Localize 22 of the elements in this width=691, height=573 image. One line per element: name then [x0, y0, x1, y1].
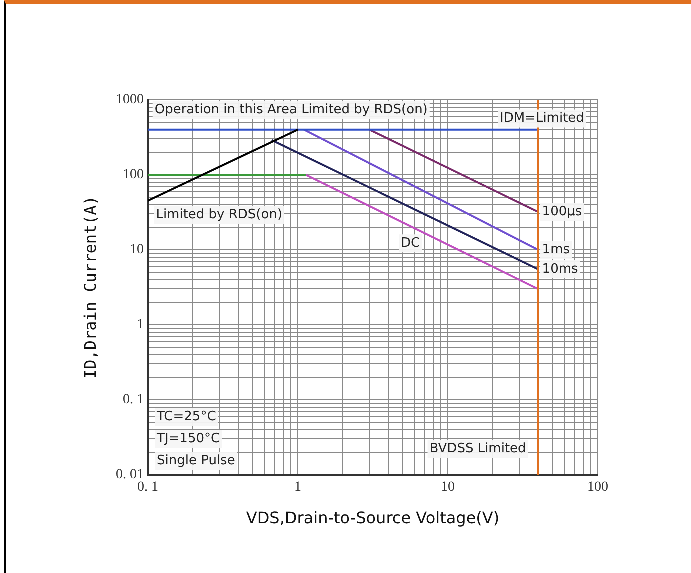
y-tick-label: 10 [130, 242, 144, 258]
annotation: Limited by RDS(on) [156, 208, 283, 222]
annotation: DC [401, 236, 420, 251]
series-label: 1ms [542, 242, 570, 258]
y-tick-label: 1000 [116, 92, 144, 108]
y-tick-label: 0. 1 [123, 392, 144, 408]
annotation: Operation in this Area Limited by RDS(on) [154, 102, 428, 118]
y-axis-title: ID,Drain Current(A) [80, 196, 100, 380]
x-axis-title: VDS,Drain-to-Source Voltage(V) [246, 508, 500, 528]
x-tick-label: 10 [441, 480, 455, 496]
y-tick-label: 1 [137, 318, 144, 333]
series-label: 100µs [542, 204, 582, 220]
annotation: Single Pulse [157, 453, 236, 468]
y-tick-label: 0. 01 [116, 468, 144, 483]
annotation: TC=25°C [156, 409, 216, 424]
annotation: IDM=Limited [500, 111, 584, 126]
x-tick-label: 100 [588, 480, 608, 496]
y-tick-label: 100 [123, 168, 144, 183]
annotation: TJ=150°C [156, 431, 220, 446]
ref-line-label: BVDSS Limited [430, 441, 526, 456]
x-tick-label: 1 [294, 480, 302, 496]
series-label: 10ms [542, 262, 579, 277]
